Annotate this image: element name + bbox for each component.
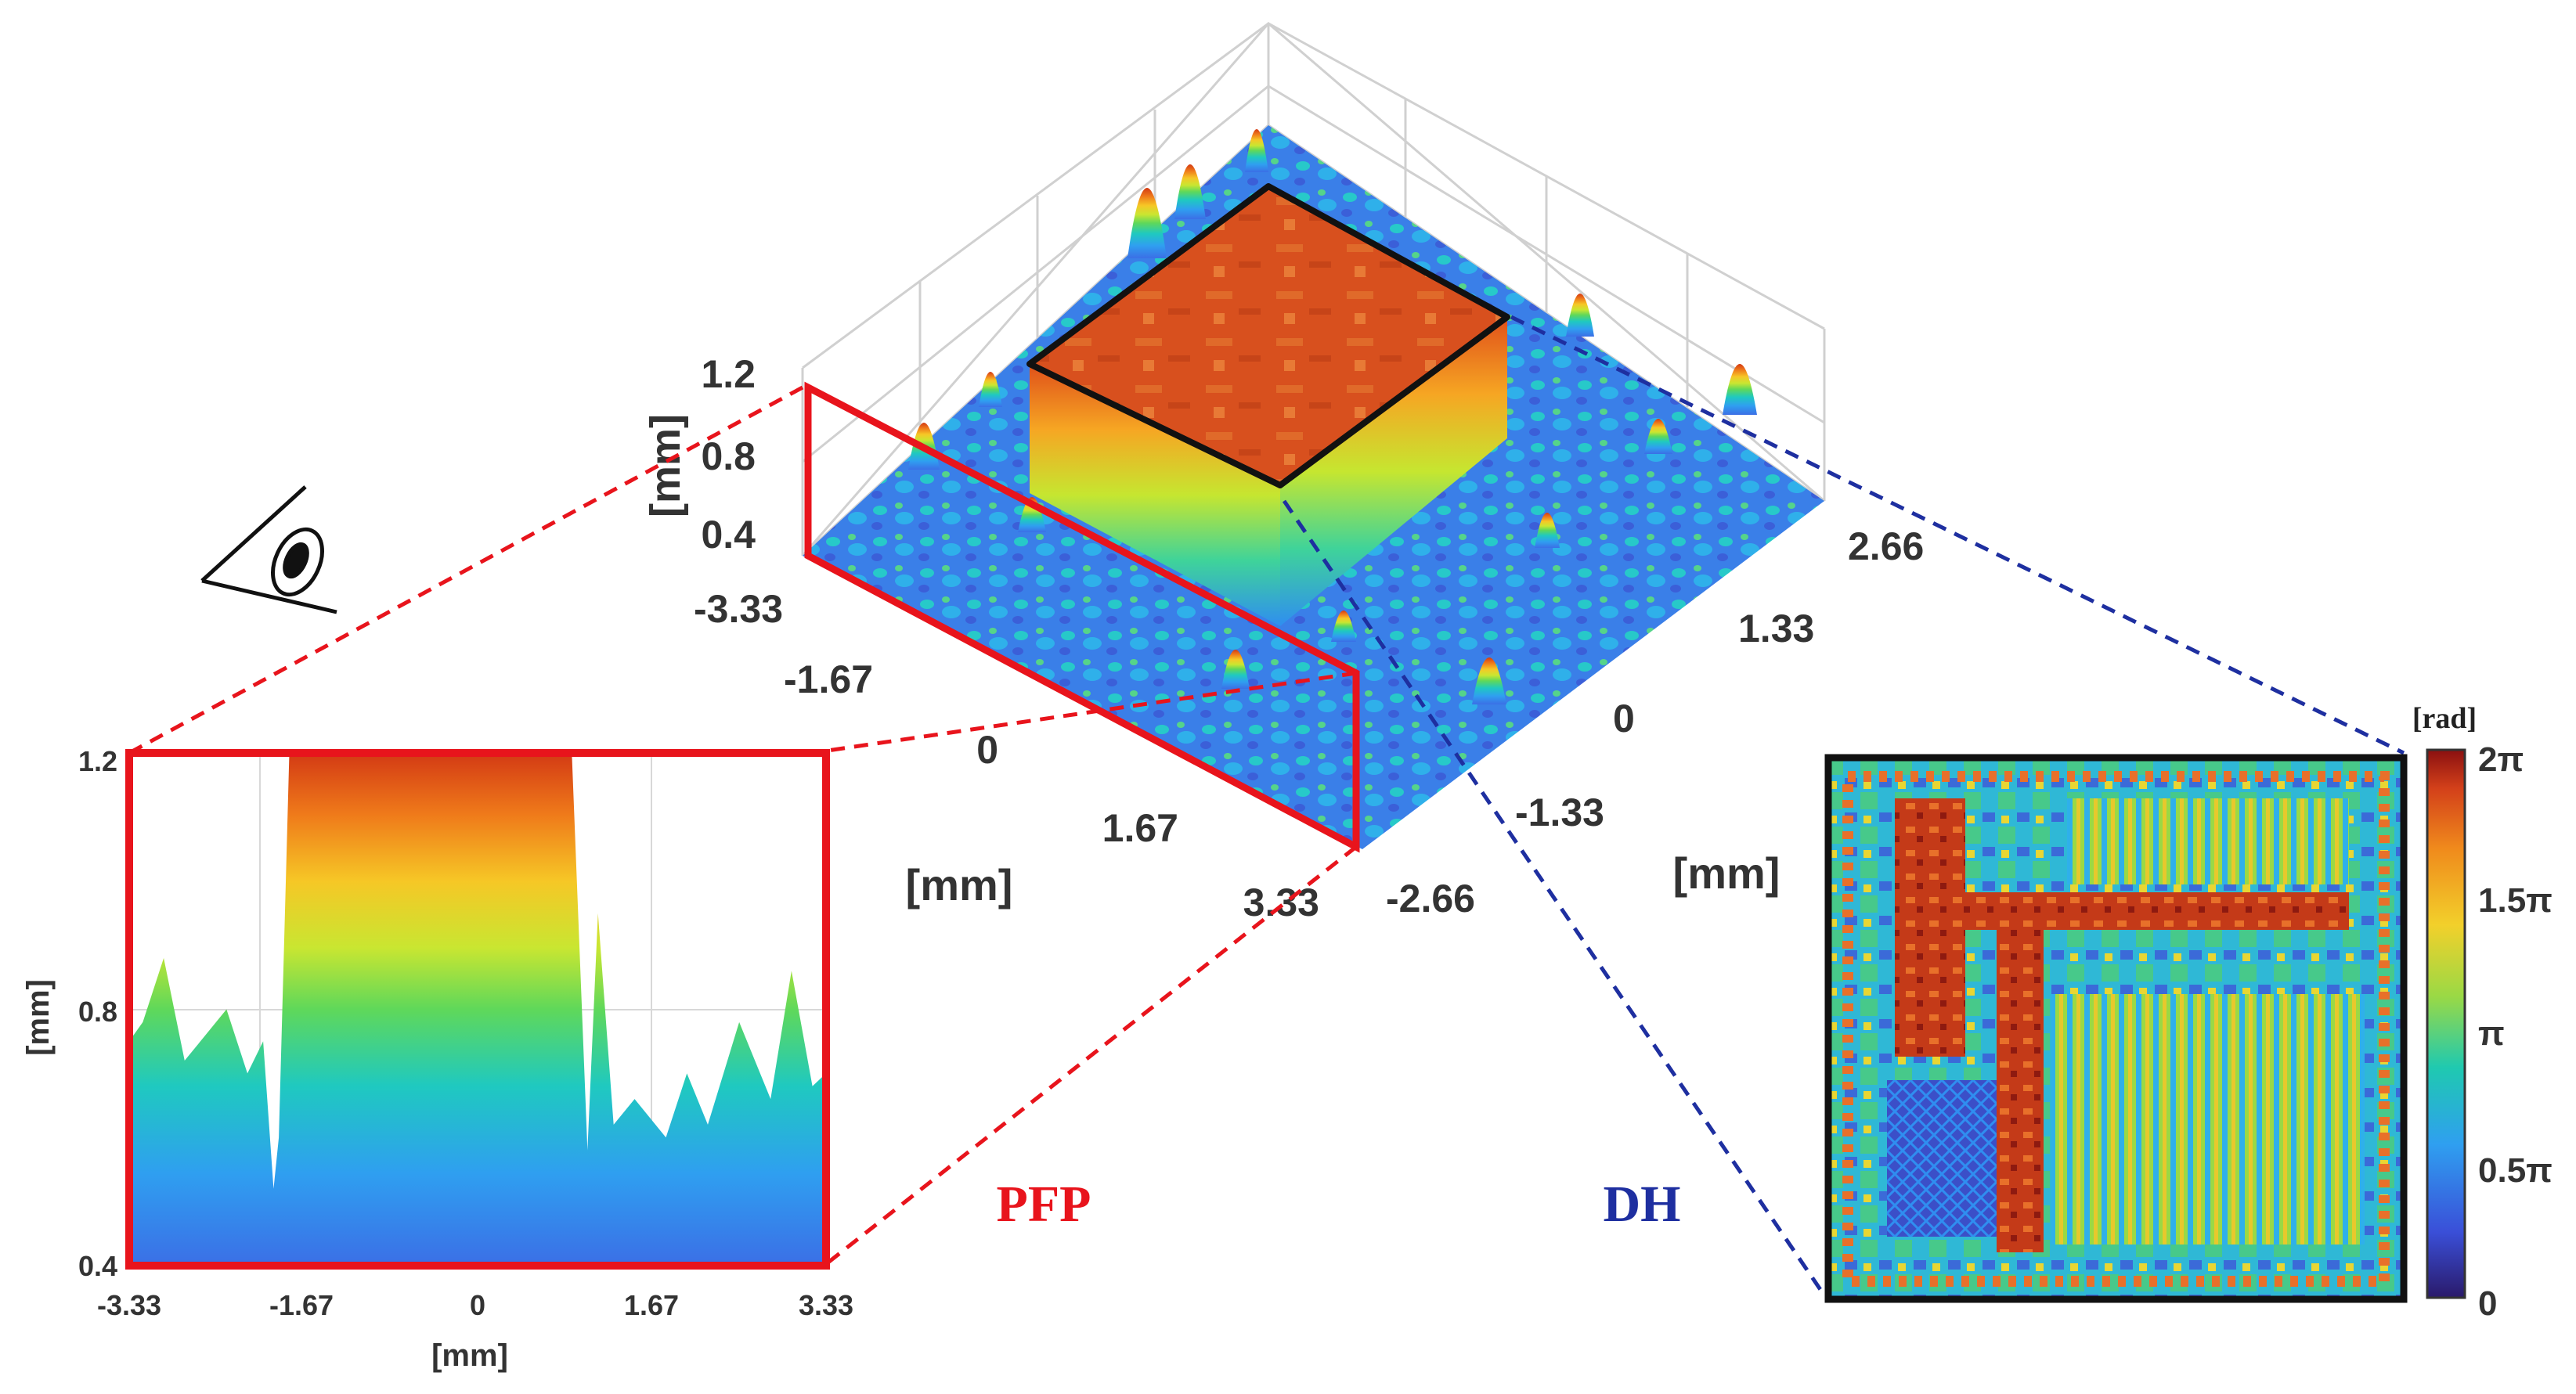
profile-x-tick-3: 0 — [470, 1289, 485, 1321]
phase-map-blue-block — [1887, 1080, 1997, 1237]
pfp-connector-1 — [128, 385, 804, 755]
x-tick-4: 1.67 — [1102, 806, 1178, 850]
phase-map-frame — [1824, 754, 2408, 1303]
z-axis-label: [mm] — [642, 414, 689, 517]
x-tick-3: 0 — [976, 728, 998, 772]
z-tick-3: 0.4 — [701, 513, 756, 557]
colorbar-tick-3: π — [2478, 1014, 2505, 1053]
pfp-connector-2 — [821, 671, 1357, 754]
dh-connector-1 — [1510, 315, 2405, 755]
surface-3d-plot: 1.2 0.8 0.4 [mm] -3.33 -1.67 0 1.67 3.33… — [642, 21, 1924, 924]
phase-map-red-band-v — [1997, 892, 2044, 1252]
colorbar-unit: [rad] — [2412, 702, 2477, 735]
y-tick-3: 0 — [1613, 697, 1635, 740]
dh-connector-2 — [1282, 499, 1827, 1297]
colorbar-tick-5: 0 — [2478, 1284, 2497, 1323]
profile-x-tick-1: -3.33 — [97, 1289, 161, 1321]
y-tick-1: -2.66 — [1386, 877, 1475, 920]
pfp-connector-3 — [824, 845, 1358, 1266]
x-tick-1: -3.33 — [694, 587, 783, 631]
profile-x-tick-5: 3.33 — [799, 1289, 853, 1321]
profile-x-label: [mm] — [431, 1338, 508, 1373]
colorbar-gradient — [2426, 748, 2466, 1299]
phase-map-red-band-h — [1895, 892, 2349, 930]
phase-colorbar: [rad] 2π 1.5π π 0.5π 0 — [2412, 702, 2553, 1323]
profile-x-tick-4: 1.67 — [624, 1289, 679, 1321]
y-tick-4: 1.33 — [1738, 607, 1814, 650]
floor-peaks — [908, 129, 1757, 704]
phase-map-pad-ring — [1842, 771, 2390, 1287]
colorbar-tick-4: 0.5π — [2478, 1151, 2553, 1190]
eye-icon — [200, 485, 337, 614]
x-axis-label: [mm] — [906, 860, 1013, 910]
y-tick-2: -1.33 — [1515, 791, 1604, 834]
profile-area — [129, 753, 826, 1266]
block-top — [1026, 183, 1510, 488]
profile-y-tick-3: 0.4 — [78, 1250, 117, 1282]
dh-label: DH — [1604, 1176, 1681, 1233]
phase-map-stripes-bottom — [2051, 994, 2365, 1245]
profile-y-tick-2: 0.8 — [78, 996, 117, 1028]
profile-y-label: [mm] — [21, 979, 56, 1056]
block-front-wall — [1030, 364, 1280, 626]
colorbar-tick-1: 2π — [2478, 740, 2524, 779]
colorbar-tick-2: 1.5π — [2478, 881, 2553, 920]
z-tick-1: 1.2 — [701, 352, 756, 396]
y-axis-label: [mm] — [1673, 848, 1780, 898]
connector-lines — [128, 315, 2405, 1297]
pfp-profile-plot: 1.2 0.8 0.4 [mm] -3.33 -1.67 0 1.67 3.33… — [21, 745, 853, 1373]
phase-map-stripes-top — [2067, 798, 2349, 884]
dh-phase-map — [1824, 754, 2408, 1303]
x-tick-5: 3.33 — [1243, 881, 1319, 924]
x-tick-2: -1.67 — [784, 657, 873, 701]
profile-frame — [125, 749, 830, 1270]
phase-map-red-left — [1895, 798, 1965, 1057]
block-side-wall — [1280, 317, 1507, 626]
pfp-label: PFP — [997, 1176, 1091, 1233]
profile-x-tick-2: -1.67 — [269, 1289, 334, 1321]
y-tick-5: 2.66 — [1848, 524, 1924, 568]
z-tick-2: 0.8 — [701, 434, 756, 478]
profile-y-tick-1: 1.2 — [78, 745, 117, 777]
